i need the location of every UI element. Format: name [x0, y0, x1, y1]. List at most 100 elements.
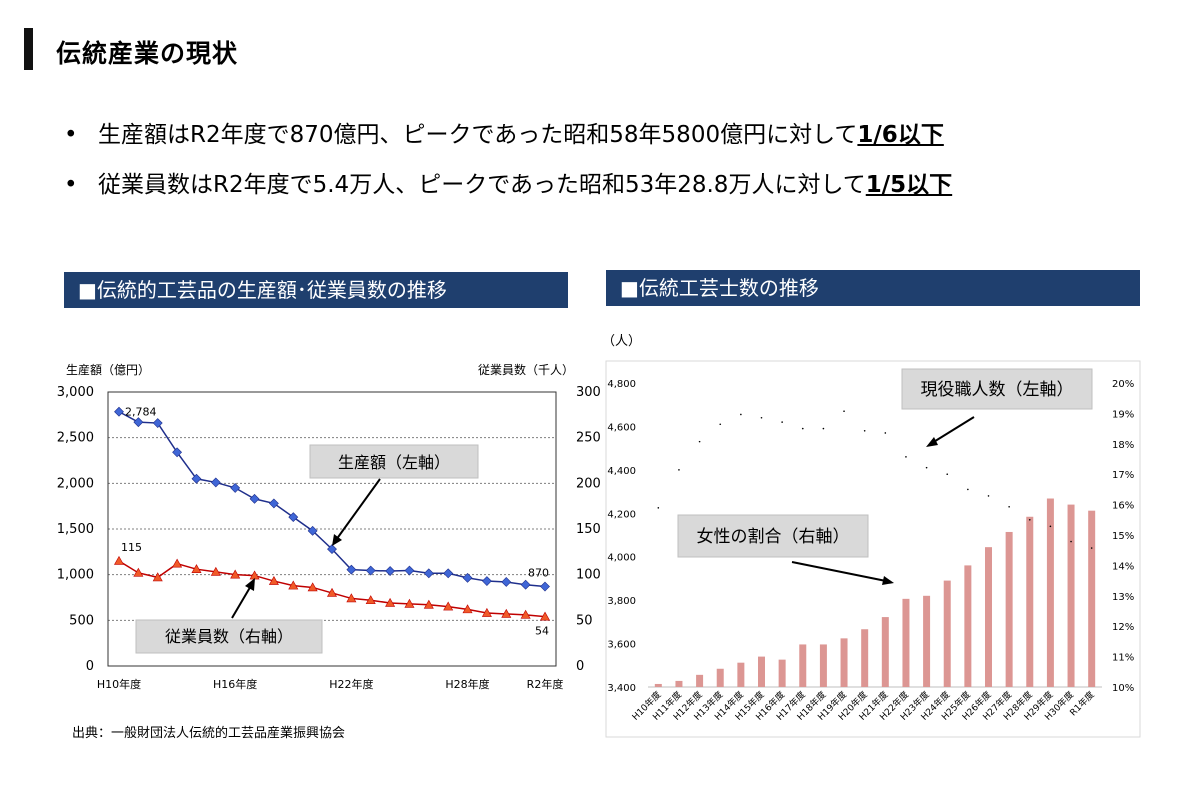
production-annotation-arrow	[335, 478, 381, 541]
craftsmen-point	[925, 466, 928, 469]
craftsmen-point	[760, 416, 763, 419]
employee-point	[520, 609, 531, 619]
left-y-ticks: 3,400 3,600 3,800 4,000 4,200 4,400 4,600 4,800	[607, 379, 636, 694]
employee-point	[346, 593, 357, 603]
grid-lines	[108, 437, 556, 621]
left-y-tick-label: 1,000	[57, 568, 94, 583]
female-ratio-bar	[840, 638, 848, 687]
employee-point	[113, 555, 125, 565]
craftsmen-point	[1049, 525, 1052, 528]
craftsmen-point	[946, 473, 949, 475]
x-tick-label: H22年度	[329, 677, 373, 691]
production-point	[365, 565, 376, 576]
female-ratio-bar	[943, 580, 951, 687]
female-ratio-bar	[758, 656, 765, 687]
employee-point	[307, 582, 318, 592]
female-annotation-text: 女性の割合（右軸）	[697, 527, 850, 547]
employee-point	[365, 595, 376, 605]
female-ratio-bar	[654, 683, 662, 687]
female-ratio-bar	[1067, 504, 1075, 687]
left-y-tick-label: 4,200	[607, 509, 636, 520]
employee-point	[288, 580, 299, 590]
production-point	[172, 447, 183, 458]
craftsmen-point	[1090, 547, 1093, 549]
left-y-tick-label: 0	[86, 659, 94, 674]
female-annotation-arrowhead	[882, 576, 894, 585]
female-annotation-arrow	[791, 561, 887, 582]
employee-point	[443, 601, 454, 611]
right-y-tick-label: 13%	[1112, 592, 1134, 603]
employee-point	[210, 566, 221, 576]
craftsmen-point	[843, 410, 845, 413]
craftsmen-annotation-arrowhead	[926, 437, 938, 447]
right-y-tick-label: 100	[576, 568, 600, 583]
x-tick-label: H10年度	[97, 677, 141, 691]
right-y-tick-label: 14%	[1112, 561, 1134, 572]
right-y-ticks: 10% 11% 12% 13% 14% 15% 16% 17% 18% 19% 20%	[1112, 379, 1134, 694]
left-y-tick-label: 2,000	[57, 476, 94, 491]
craftsmen-annotation: 現役職人数（左軸）	[901, 368, 1093, 447]
left-y-tick-label: 4,800	[607, 379, 636, 390]
production-point	[462, 572, 473, 583]
left-y-tick-label: 3,800	[607, 596, 636, 607]
employee-point	[172, 558, 183, 568]
craftsmen-point	[801, 427, 804, 430]
female-ratio-bar	[696, 674, 704, 687]
female-ratio-bar	[1005, 531, 1013, 687]
x-tick-label: H16年度	[213, 677, 257, 691]
production-point	[443, 568, 454, 579]
production-point	[191, 473, 202, 484]
right-y-tick-label: 10%	[1112, 683, 1134, 694]
production-annotation-arrowhead	[332, 534, 342, 546]
female-annotation-box	[677, 514, 869, 558]
bullet-employees-emphasis: 1/5以下	[865, 172, 953, 198]
employee-point	[404, 598, 415, 608]
x-ticks: H10年度 H16年度 H22年度 H28年度 R2年度	[97, 677, 563, 691]
bullet-production-text: 生産額はR2年度で870億円、ピークであった昭和58年5800億円に対して	[98, 122, 858, 148]
employee-annotation-box	[135, 619, 323, 654]
bullet-list: • 生産額はR2年度で870億円、ピークであった昭和58年5800億円に対して1/…	[64, 112, 952, 212]
employee-point	[539, 611, 551, 621]
craftsmen-point	[967, 488, 969, 491]
employee-point	[462, 604, 473, 614]
employee-point	[326, 587, 338, 597]
employee-point	[152, 572, 163, 582]
craftsmen-point	[884, 432, 887, 434]
employee-first-label: 115	[121, 541, 142, 554]
employee-annotation-arrow	[231, 583, 253, 619]
female-ratio-bar	[1088, 510, 1096, 687]
female-ratio-bar	[675, 680, 683, 687]
production-annotation-text: 生産額（左軸）	[338, 453, 450, 472]
craftsmen-point	[657, 507, 660, 509]
production-point	[346, 564, 357, 575]
craftsmen-point	[905, 456, 907, 458]
female-ratio-bar	[1046, 498, 1054, 687]
female-ratio-bar	[1026, 516, 1034, 687]
series-group	[113, 406, 551, 621]
right-y-tick-label: 250	[576, 431, 600, 446]
left-y-tick-label: 4,400	[607, 466, 636, 477]
production-point	[423, 568, 434, 579]
production-point	[268, 498, 279, 509]
production-point	[133, 417, 144, 428]
right-y-tick-label: 11%	[1112, 653, 1134, 664]
right-y-tick-label: 18%	[1112, 440, 1134, 451]
craftsmen-point	[863, 429, 866, 432]
left-y-tick-label: 2,500	[57, 431, 94, 446]
bullet-employees: • 従業員数はR2年度で5.4万人、ピークであった昭和53年28.8万人に対して1…	[64, 172, 953, 198]
right-y-tick-label: 300	[576, 385, 600, 400]
page-title: 伝統産業の現状	[56, 39, 239, 68]
craftsmen-point	[987, 495, 990, 497]
x-tick-label: R2年度	[527, 677, 564, 691]
craftsmen-annotation-box	[901, 368, 1093, 410]
right-y-ticks: 0 50 100 150 200 250 300	[576, 385, 600, 674]
employee-annotation-text: 従業員数（右軸）	[165, 627, 293, 646]
female-annotation: 女性の割合（右軸）	[677, 514, 894, 585]
female-ratio-bar	[923, 595, 931, 687]
female-ratio-bar	[861, 629, 869, 687]
employee-last-label: 54	[535, 625, 549, 638]
right-y-tick-label: 150	[576, 522, 600, 537]
female-ratio-bar	[778, 659, 786, 687]
female-ratio-bar	[964, 565, 972, 687]
production-point	[230, 482, 241, 493]
